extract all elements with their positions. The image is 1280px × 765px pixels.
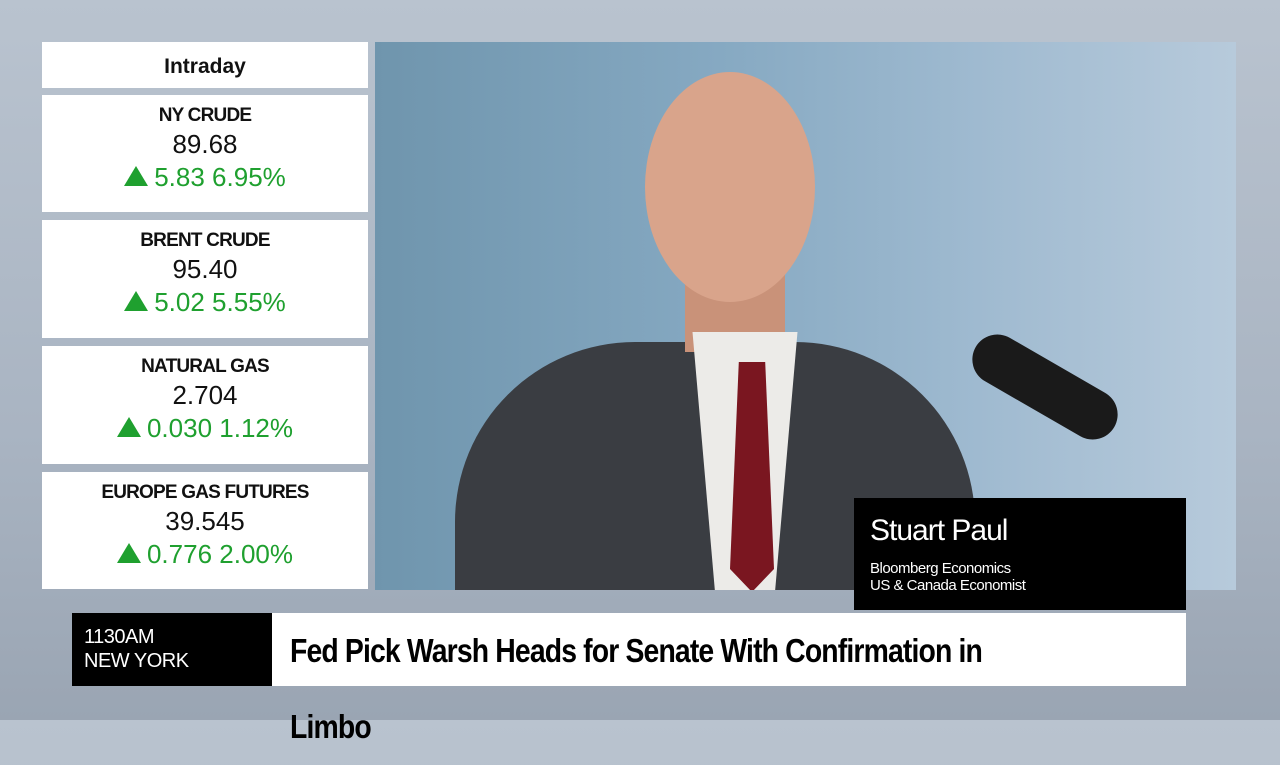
market-name: EUROPE GAS FUTURES: [101, 482, 309, 503]
market-price: 2.704: [172, 380, 238, 410]
guest-name: Stuart Paul: [870, 514, 1008, 547]
guest-affiliation: Bloomberg Economics: [870, 560, 1011, 577]
market-card-ny-crude: NY CRUDE 89.68 5.83 6.95%: [42, 95, 368, 212]
up-arrow-icon: [124, 291, 149, 311]
market-change: 0.776: [146, 539, 213, 569]
market-percent: 6.95%: [212, 162, 286, 192]
market-name: NATURAL GAS: [141, 356, 270, 377]
market-price: 95.40: [172, 254, 238, 284]
market-card-brent-crude: BRENT CRUDE 95.40 5.02 5.55%: [42, 220, 368, 338]
video-feed: [375, 42, 1236, 590]
market-percent: 1.12%: [219, 413, 294, 443]
market-card-natural-gas: NATURAL GAS 2.704 0.030 1.12%: [42, 346, 368, 464]
guest-lower-third: Stuart Paul Bloomberg Economics US & Can…: [854, 498, 1186, 610]
market-percent: 2.00%: [219, 539, 294, 569]
market-change: 5.02: [154, 287, 205, 317]
guest-title: US & Canada Economist: [870, 577, 1026, 594]
market-change: 0.030: [146, 413, 213, 443]
time-location-box: 1130AM NEW YORK: [72, 613, 272, 686]
up-arrow-icon: [116, 543, 141, 563]
market-percent: 5.55%: [212, 287, 286, 317]
microphone-icon: [963, 325, 1127, 449]
headline-text: Fed Pick Warsh Heads for Senate With Con…: [290, 632, 983, 745]
up-arrow-icon: [124, 166, 149, 186]
market-price: 39.545: [165, 506, 245, 536]
market-name: BRENT CRUDE: [140, 230, 270, 251]
market-card-europe-gas: EUROPE GAS FUTURES 39.545 0.776 2.00%: [42, 472, 368, 589]
time-label: 1130AM: [84, 626, 155, 648]
market-change: 5.83: [154, 162, 205, 192]
city-label: NEW YORK: [84, 650, 189, 672]
market-price: 89.68: [172, 129, 238, 159]
headline-bar: Fed Pick Warsh Heads for Senate With Con…: [272, 613, 1186, 745]
guest-tie: [730, 362, 774, 590]
intraday-header: Intraday: [42, 42, 368, 88]
up-arrow-icon: [116, 417, 141, 437]
market-name: NY CRUDE: [158, 105, 252, 126]
guest-head: [645, 72, 815, 302]
